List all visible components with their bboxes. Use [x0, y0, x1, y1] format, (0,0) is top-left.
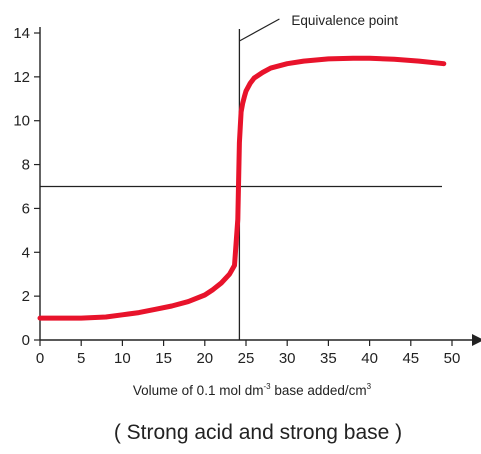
equivalence-point-leader — [239, 18, 280, 42]
x-ticks: 0 5 10 15 20 25 30 35 40 45 50 — [36, 340, 461, 367]
x-tick-label: 10 — [114, 350, 131, 367]
x-tick-label: 20 — [196, 350, 213, 367]
x-tick-label: 25 — [238, 350, 255, 367]
x-tick-label: 40 — [361, 350, 378, 367]
x-tick-label: 35 — [320, 350, 337, 367]
y-tick-label: 14 — [13, 25, 30, 42]
plot-area: 0 5 10 15 20 25 30 35 40 45 50 0 2 4 6 8 10 12 14 Equival… — [13, 13, 481, 367]
x-axis-title-suffix: base added/cm — [271, 383, 367, 398]
x-tick-label: 50 — [444, 350, 461, 367]
x-axis-arrowhead — [472, 334, 481, 346]
x-axis-title-main: Volume of 0.1 mol dm — [133, 383, 264, 398]
x-tick-label: 45 — [402, 350, 419, 367]
x-tick-label: 0 — [36, 350, 44, 367]
x-tick-label: 30 — [279, 350, 296, 367]
y-tick-label: 8 — [22, 157, 30, 174]
y-tick-label: 2 — [22, 288, 30, 305]
equivalence-point-label: Equivalence point — [291, 13, 398, 28]
chart-caption: ( Strong acid and strong base ) — [114, 421, 402, 444]
y-ticks: 0 2 4 6 8 10 12 14 — [13, 25, 40, 349]
x-axis-title-unit-superscript: 3 — [367, 382, 372, 391]
x-axis-title-superscript: -3 — [263, 382, 271, 391]
ph-curve — [37, 55, 447, 321]
x-tick-label: 15 — [155, 350, 172, 367]
x-axis-title: Volume of 0.1 mol dm-3 base added/cm3 — [133, 382, 372, 398]
y-tick-label: 6 — [22, 200, 30, 217]
y-tick-label: 12 — [13, 69, 30, 86]
y-tick-label: 4 — [22, 244, 30, 261]
y-tick-label: 10 — [13, 113, 30, 130]
x-tick-label: 5 — [77, 350, 85, 367]
y-tick-label: 0 — [22, 332, 30, 349]
